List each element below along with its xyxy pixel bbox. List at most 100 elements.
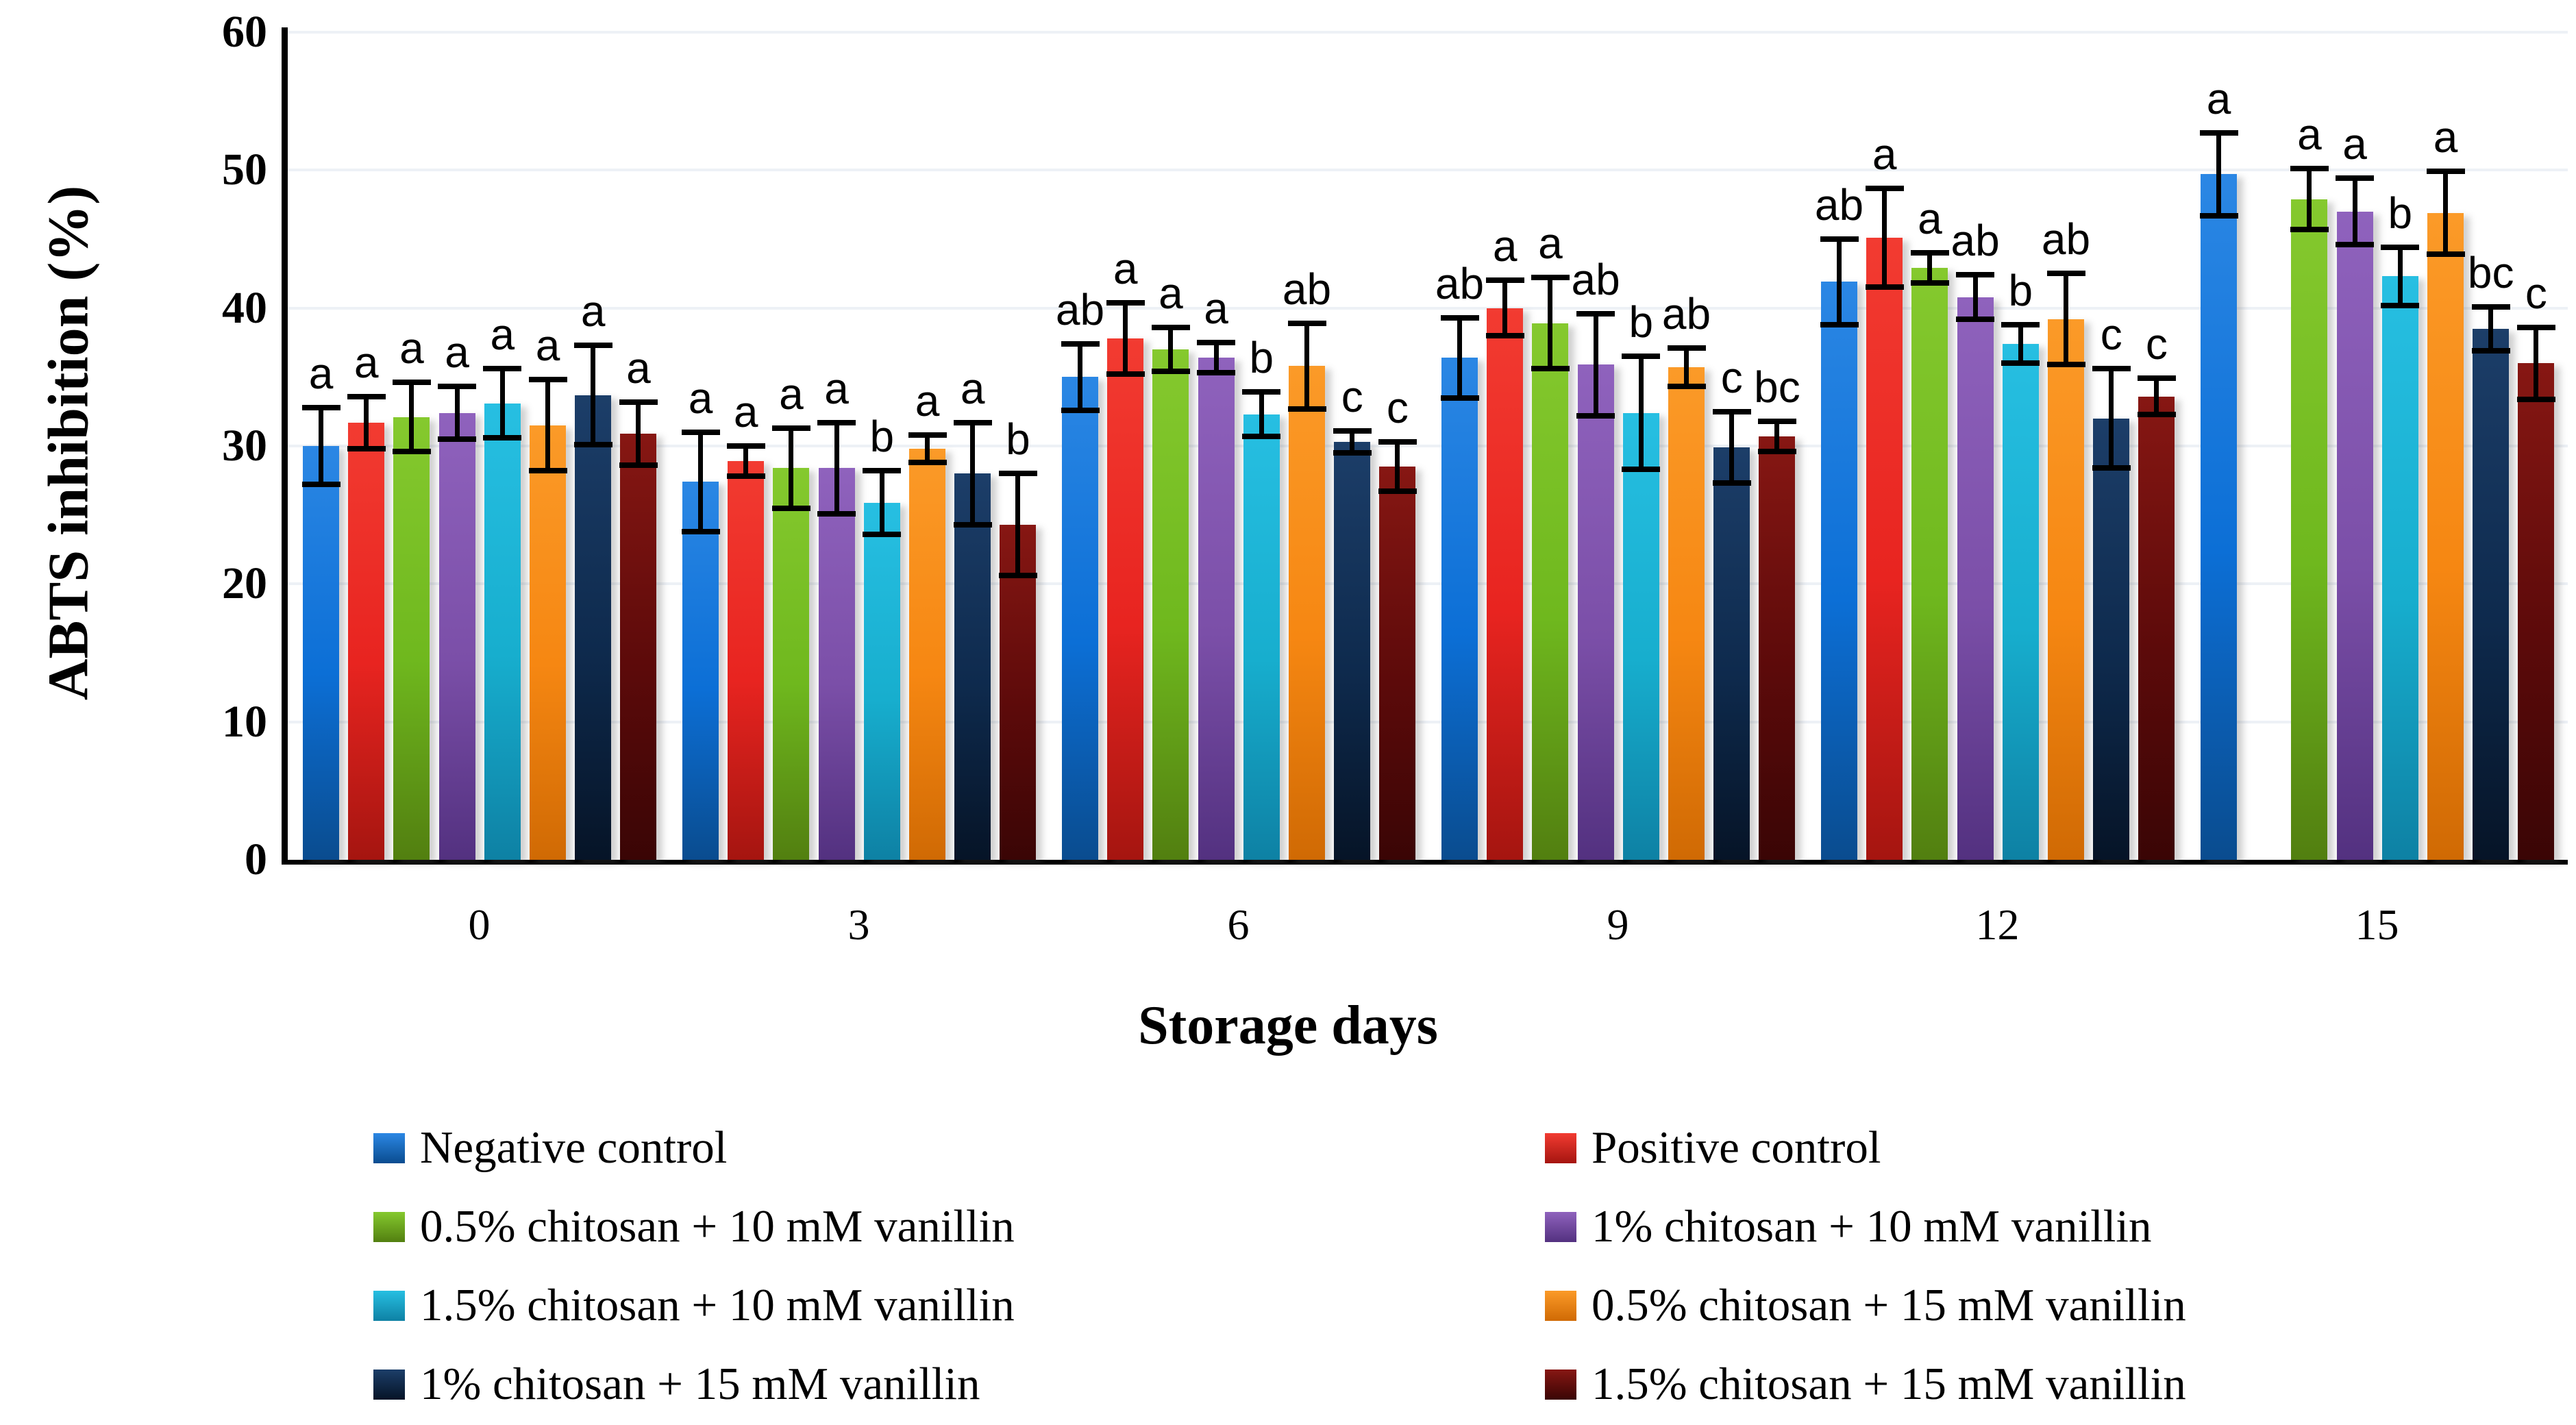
error-bar <box>1123 302 1128 375</box>
error-bar-cap-top <box>2516 324 2555 330</box>
error-bar <box>2488 306 2494 351</box>
legend-item: 0.5% chitosan + 15 mM vanillin <box>1545 1282 2186 1328</box>
error-bar-cap-top <box>347 393 386 399</box>
error-bar-cap-top <box>1378 438 1417 445</box>
error-bar <box>698 432 703 532</box>
error-bar-cap-top <box>2199 129 2238 136</box>
error-bar-cap-bottom <box>2137 411 2176 417</box>
error-bar-cap-bottom <box>908 460 947 466</box>
y-tick-label: 40 <box>222 282 267 333</box>
significance-letter: a <box>2342 119 2367 169</box>
error-bar-cap-top <box>1712 408 1751 414</box>
bar <box>2138 396 2175 860</box>
bar <box>2427 212 2464 860</box>
error-bar-cap-top <box>438 384 477 390</box>
legend-label: Positive control <box>1592 1122 1881 1173</box>
y-tick-label: 50 <box>222 145 267 195</box>
significance-letter: a <box>779 369 804 419</box>
error-bar <box>1078 344 1082 410</box>
significance-letter: a <box>960 363 985 413</box>
legend-item: Negative control <box>373 1125 727 1171</box>
bar <box>1622 412 1659 860</box>
error-bar-cap-bottom <box>1333 450 1372 456</box>
error-bar-cap-bottom <box>1106 371 1145 377</box>
bar <box>575 395 612 860</box>
x-tick-label: 3 <box>847 900 870 949</box>
bar <box>393 417 430 860</box>
bar <box>2473 328 2510 860</box>
gridline <box>288 31 2568 34</box>
error-bar <box>2018 324 2023 364</box>
error-bar-cap-bottom <box>2092 465 2131 471</box>
error-bar <box>1593 313 1598 416</box>
y-tick-label: 60 <box>222 7 267 57</box>
error-bar-cap-top <box>1622 354 1661 360</box>
significance-letter: ab <box>1435 258 1485 308</box>
bar <box>484 403 521 860</box>
bar <box>818 468 855 860</box>
y-tick-label: 20 <box>222 558 267 609</box>
error-bar <box>1774 421 1780 452</box>
error-bar-cap-top <box>2001 321 2040 327</box>
error-bar <box>2154 378 2159 414</box>
error-bar-cap-top <box>1151 324 1190 330</box>
error-bar <box>1729 411 1735 484</box>
error-bar-cap-bottom <box>771 505 810 511</box>
y-tick-label: 10 <box>222 696 267 747</box>
bar <box>1152 349 1189 860</box>
bar <box>2093 418 2130 860</box>
significance-letter: a <box>1113 243 1138 293</box>
significance-letter: a <box>399 323 424 373</box>
error-bar-cap-bottom <box>1712 480 1751 486</box>
legend-label: 1.5% chitosan + 10 mM vanillin <box>420 1280 1015 1330</box>
bar <box>1821 282 1857 860</box>
error-bar-cap-bottom <box>726 473 765 480</box>
significance-letter: a <box>2206 73 2231 123</box>
error-bar-cap-top <box>1820 236 1859 242</box>
error-bar-cap-top <box>2290 166 2329 172</box>
error-bar-cap-top <box>1287 320 1326 326</box>
bar <box>1062 377 1098 860</box>
error-bar-cap-top <box>2046 271 2085 277</box>
bar <box>1957 297 1994 860</box>
error-bar-cap-bottom <box>619 462 658 469</box>
significance-letter: c <box>1720 352 1743 402</box>
error-bar <box>2064 273 2068 365</box>
legend-item: 1% chitosan + 10 mM vanillin <box>1545 1204 2152 1250</box>
bar <box>1441 358 1478 860</box>
bar <box>1487 308 1524 860</box>
error-bar <box>1684 348 1689 387</box>
significance-letter: a <box>1492 221 1518 271</box>
error-bar-cap-top <box>619 399 658 405</box>
error-bar-cap-bottom <box>1287 406 1326 412</box>
legend-item: 0.5% chitosan + 10 mM vanillin <box>373 1204 1015 1250</box>
bar <box>1000 524 1037 860</box>
error-bar <box>1457 317 1462 398</box>
error-bar-cap-bottom <box>1440 395 1479 401</box>
error-bar-cap-bottom <box>681 528 720 534</box>
significance-letter: ab <box>1571 254 1620 304</box>
legend-swatch <box>373 1369 405 1400</box>
gridline <box>288 306 2568 310</box>
error-bar-cap-top <box>1956 272 1995 278</box>
bar <box>1759 436 1796 860</box>
error-bar <box>2534 327 2539 399</box>
error-bar-cap-top <box>1531 275 1570 281</box>
error-bar-cap-bottom <box>953 521 992 528</box>
significance-letter: ab <box>1055 285 1105 334</box>
error-bar-cap-top <box>2471 303 2510 310</box>
legend-item: 1% chitosan + 15 mM vanillin <box>373 1361 980 1407</box>
significance-letter: c <box>2100 310 2122 360</box>
x-tick-label: 6 <box>1227 900 1250 949</box>
error-bar-cap-bottom <box>2336 242 2375 248</box>
error-bar-cap-top <box>1757 418 1796 424</box>
error-bar-cap-top <box>771 425 810 431</box>
significance-letter: b <box>1249 333 1274 383</box>
significance-letter: a <box>580 286 606 336</box>
bar <box>1243 414 1280 860</box>
significance-letter: a <box>824 363 849 413</box>
error-bar <box>2216 132 2221 216</box>
significance-letter: b <box>869 412 895 462</box>
